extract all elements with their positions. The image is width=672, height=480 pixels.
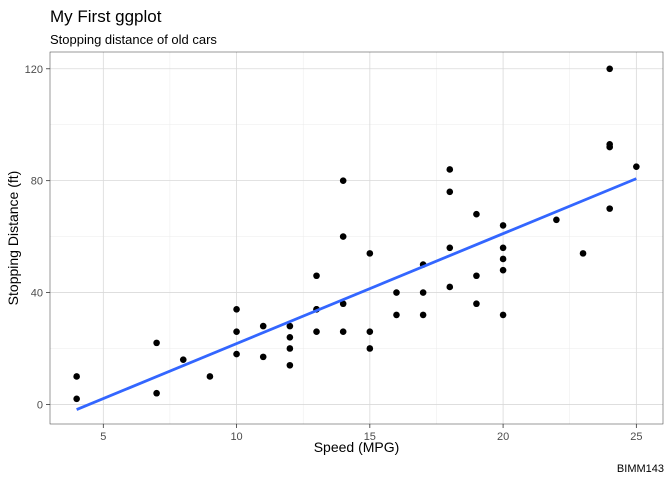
data-point (499, 244, 507, 252)
data-point (606, 205, 613, 212)
data-point (579, 250, 587, 257)
y-tick-label: 0 (37, 399, 43, 411)
chart-title: My First ggplot (50, 7, 162, 26)
data-point (313, 272, 320, 280)
fit-line (76, 177, 637, 411)
data-point (233, 306, 240, 313)
data-point (73, 395, 80, 403)
data-point (339, 328, 347, 335)
data-point (606, 141, 613, 148)
data-point (259, 353, 267, 361)
data-point (313, 328, 320, 335)
data-point (393, 289, 400, 296)
data-point (233, 350, 240, 358)
data-point (259, 322, 267, 330)
data-point (153, 389, 160, 397)
data-point (286, 333, 294, 341)
x-tick-label: 5 (100, 431, 106, 443)
chart-caption: BIMM143 (617, 463, 664, 475)
data-point (393, 311, 400, 319)
y-axis-title: Stopping Distance (ft) (5, 171, 21, 306)
data-point (179, 356, 187, 363)
data-point (339, 300, 347, 308)
data-point (233, 328, 240, 335)
y-axis: 0 40 80 120 (25, 64, 50, 411)
data-point (446, 188, 454, 196)
x-tick-label: 20 (497, 431, 509, 443)
data-point (419, 289, 427, 296)
chart-subtitle: Stopping distance of old cars (50, 32, 217, 47)
x-tick-label: 25 (630, 431, 642, 443)
y-tick-label: 40 (31, 288, 43, 300)
data-point (366, 328, 374, 335)
data-point (206, 373, 214, 380)
data-point (286, 345, 294, 352)
data-point (553, 216, 560, 224)
panel-border (49, 51, 664, 425)
data-point (473, 210, 480, 218)
data-point (446, 283, 454, 291)
y-tick-label: 80 (31, 176, 43, 188)
data-point (633, 163, 640, 170)
data-point (473, 272, 480, 280)
y-tick-label: 120 (25, 64, 43, 76)
x-axis-title: Speed (MPG) (314, 439, 400, 455)
data-point (153, 339, 160, 347)
minor-gridlines (50, 52, 663, 424)
data-point (446, 244, 454, 252)
data-point (606, 65, 613, 73)
major-gridlines (50, 52, 663, 424)
data-point (366, 250, 374, 257)
x-tick-label: 15 (364, 431, 376, 443)
data-point (446, 166, 454, 173)
data-point (286, 322, 294, 330)
data-point (499, 311, 507, 319)
data-point (419, 311, 427, 319)
scatter-points (73, 65, 640, 403)
data-point (499, 222, 507, 229)
data-point (473, 300, 480, 308)
data-point (73, 373, 80, 380)
data-point (499, 266, 507, 274)
data-point (286, 361, 294, 369)
x-axis: 5 10 15 20 25 (100, 424, 642, 443)
data-point (366, 345, 374, 352)
data-point (339, 177, 347, 184)
data-point (499, 255, 507, 263)
x-tick-label: 10 (230, 431, 242, 443)
data-point (339, 233, 347, 240)
regression-line (76, 177, 637, 411)
